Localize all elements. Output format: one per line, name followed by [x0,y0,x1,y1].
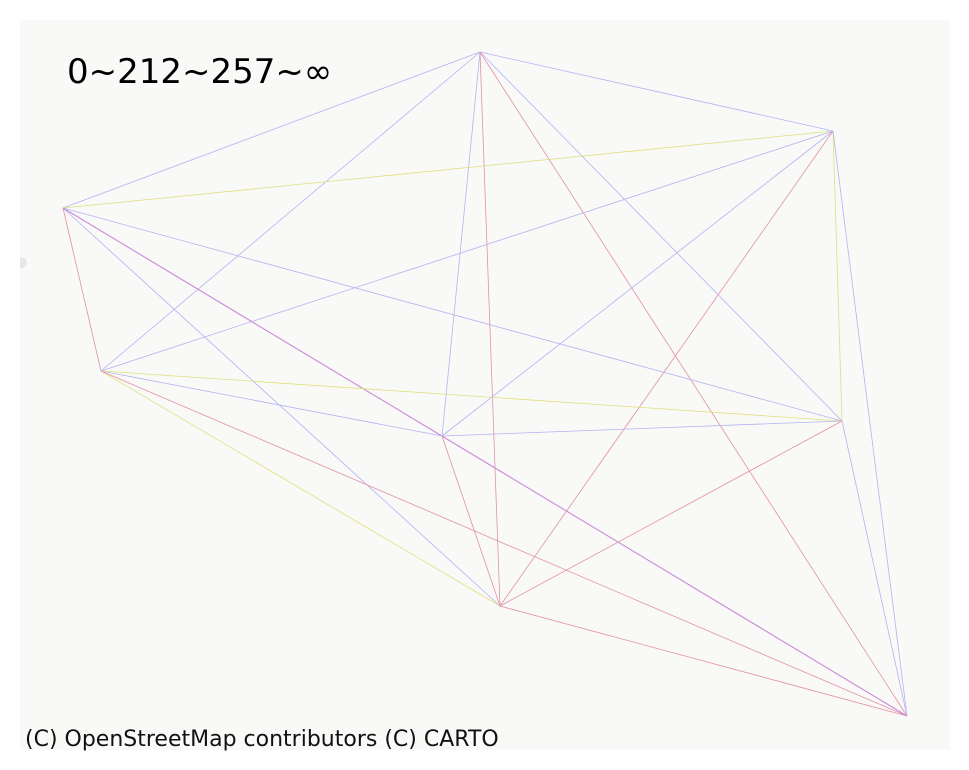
route-edge-west-southwest [62,207,102,372]
route-edge-southwest-south [100,370,501,607]
route-edge-north-east [479,51,843,422]
coastline-fragment [20,257,27,269]
route-edge-west-southeast [62,207,908,717]
legend-scale: 0~212~257~∞ [67,52,332,92]
route-edge-north-west [62,51,481,209]
route-edge-center-south [441,435,501,607]
route-edge-west-east [62,207,843,422]
route-edge-north-southwest [100,51,481,372]
route-edge-southwest-southeast [100,370,908,717]
route-edge-north-southeast [479,51,908,717]
route-edge-northeast-center [441,130,834,437]
route-edge-northeast-southeast [832,130,908,717]
route-edge-south-southeast [499,605,908,717]
route-edge-center-east [441,420,843,437]
route-edge-northeast-east [832,130,843,422]
route-edge-east-south [499,420,843,607]
route-edge-north-center [441,51,481,437]
route-edge-west-south [62,207,501,607]
route-edge-northeast-west [62,130,834,209]
route-edge-east-southeast [841,420,908,717]
map-attribution: (C) OpenStreetMap contributors (C) CARTO [25,727,499,752]
route-edges [62,51,908,717]
route-edge-north-northeast [479,51,834,132]
route-edge-north-south [479,51,501,607]
map-canvas[interactable] [20,20,950,750]
route-edge-northeast-southwest [100,130,834,372]
route-edge-southwest-east [100,370,843,422]
route-edge-northeast-south [499,130,834,607]
route-edge-southwest-center [100,370,443,437]
